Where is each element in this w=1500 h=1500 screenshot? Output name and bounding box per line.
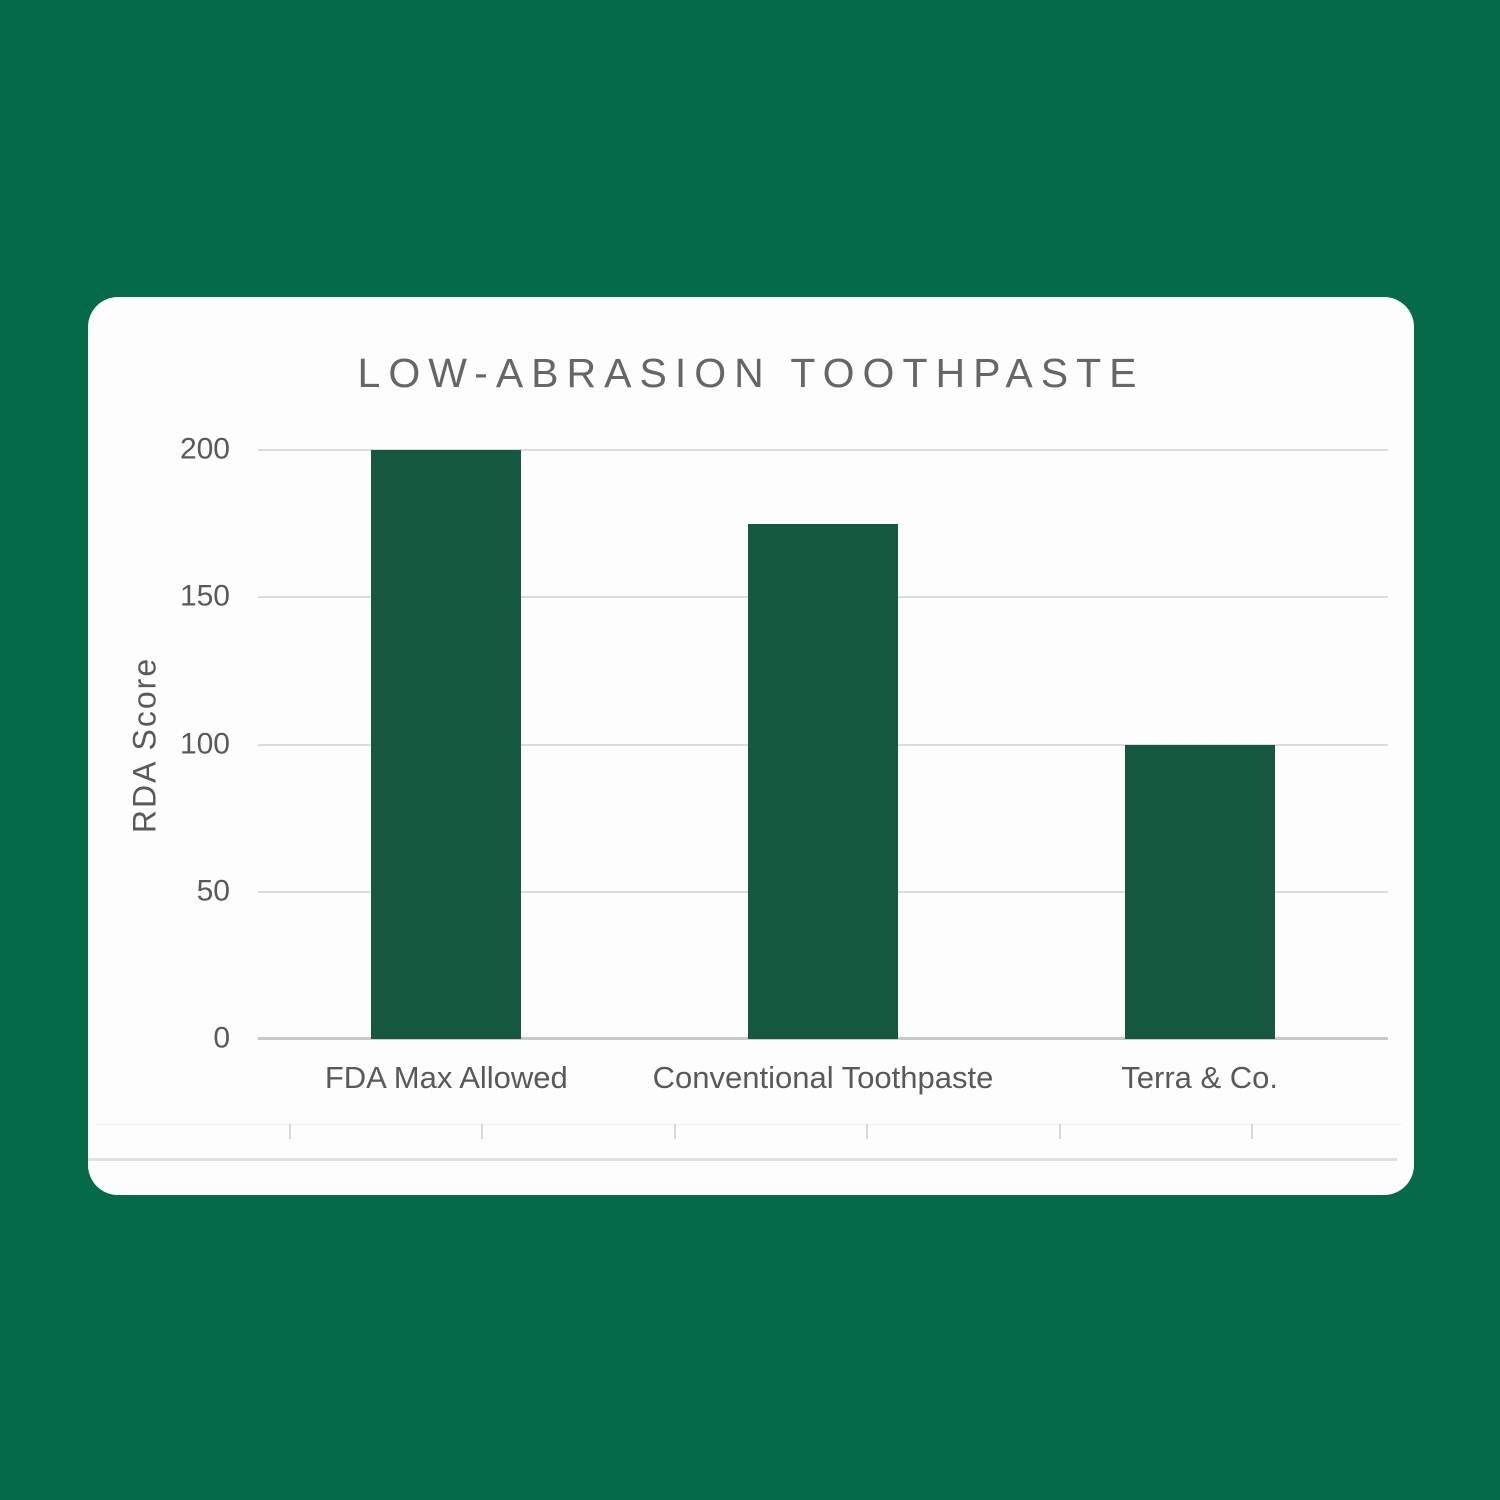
- minor-tick-mark: [1251, 1124, 1253, 1139]
- bottom-axis-artifact-line: [96, 1124, 1402, 1125]
- minor-tick-mark: [673, 1124, 676, 1139]
- x-tick-label-0: FDA Max Allowed: [324, 1060, 568, 1095]
- x-tick-label-1: Conventional Toothpaste: [652, 1060, 994, 1095]
- y-tick-label-50: 50: [196, 874, 230, 908]
- chart-card: LOW-ABRASION TOOTHPASTE RDA Score 0 50 100…: [88, 297, 1414, 1195]
- plot-area: 0 50 100 150 200: [180, 432, 1388, 1054]
- bottom-divider-line: [88, 1158, 1397, 1161]
- minor-tick-mark: [1058, 1124, 1061, 1139]
- minor-tick-mark: [481, 1124, 484, 1139]
- x-tick-label-2: Terra & Co.: [1121, 1060, 1279, 1095]
- y-axis-title: RDA Score: [126, 656, 163, 834]
- chart-title: LOW-ABRASION TOOTHPASTE: [357, 350, 1145, 396]
- gridline-200: [258, 449, 1388, 451]
- minor-tick-mark: [866, 1124, 869, 1139]
- bar-0: [371, 450, 522, 1039]
- bar-1: [748, 523, 898, 1039]
- y-tick-label-200: 200: [179, 432, 230, 466]
- y-tick-label-0: 0: [213, 1021, 230, 1055]
- minor-tick-mark: [289, 1124, 291, 1139]
- x-axis-labels: FDA Max Allowed Conventional Toothpaste Te…: [258, 1060, 1388, 1106]
- bar-2: [1124, 744, 1275, 1039]
- y-tick-label-100: 100: [179, 726, 230, 760]
- y-tick-label-150: 150: [179, 579, 230, 613]
